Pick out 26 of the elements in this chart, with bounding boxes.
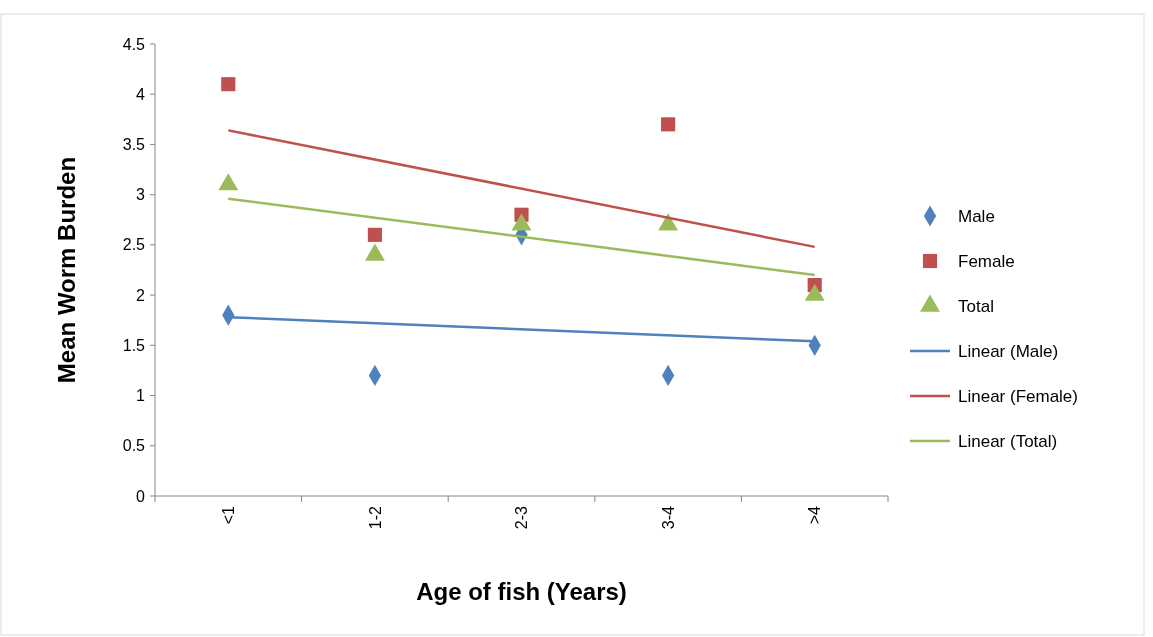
legend-label: Male [958,206,995,226]
y-tick-label: 2.5 [122,236,146,254]
legend-label: Linear (Female) [958,386,1078,406]
x-tick-label: 1-2 [366,505,384,530]
point [661,117,676,132]
legend-label: Total [958,296,994,316]
legend-label: Female [958,251,1015,271]
y-tick-label: 1 [136,387,146,405]
legend-label: Linear (Total) [958,431,1058,451]
y-tick-label: 1.5 [122,336,146,354]
y-tick-label: 4.5 [122,35,146,53]
x-tick-label: 2-3 [513,505,531,530]
legend-label: Linear (Male) [958,341,1059,361]
point [221,77,236,92]
x-tick-label: <1 [219,505,237,525]
point [367,227,382,242]
y-tick-label: 0 [136,487,146,505]
x-tick-label: 3-4 [659,505,677,530]
y-tick-label: 4 [136,85,146,103]
y-tick-label: 3 [136,186,146,204]
y-tick-label: 3.5 [122,136,146,154]
y-tick-label: 2 [136,286,146,304]
x-axis-title: Age of fish (Years) [416,578,627,605]
y-tick-label: 0.5 [122,437,146,455]
y-axis-title: Mean Worm Burden [53,156,80,384]
x-tick-label: >4 [806,505,824,525]
